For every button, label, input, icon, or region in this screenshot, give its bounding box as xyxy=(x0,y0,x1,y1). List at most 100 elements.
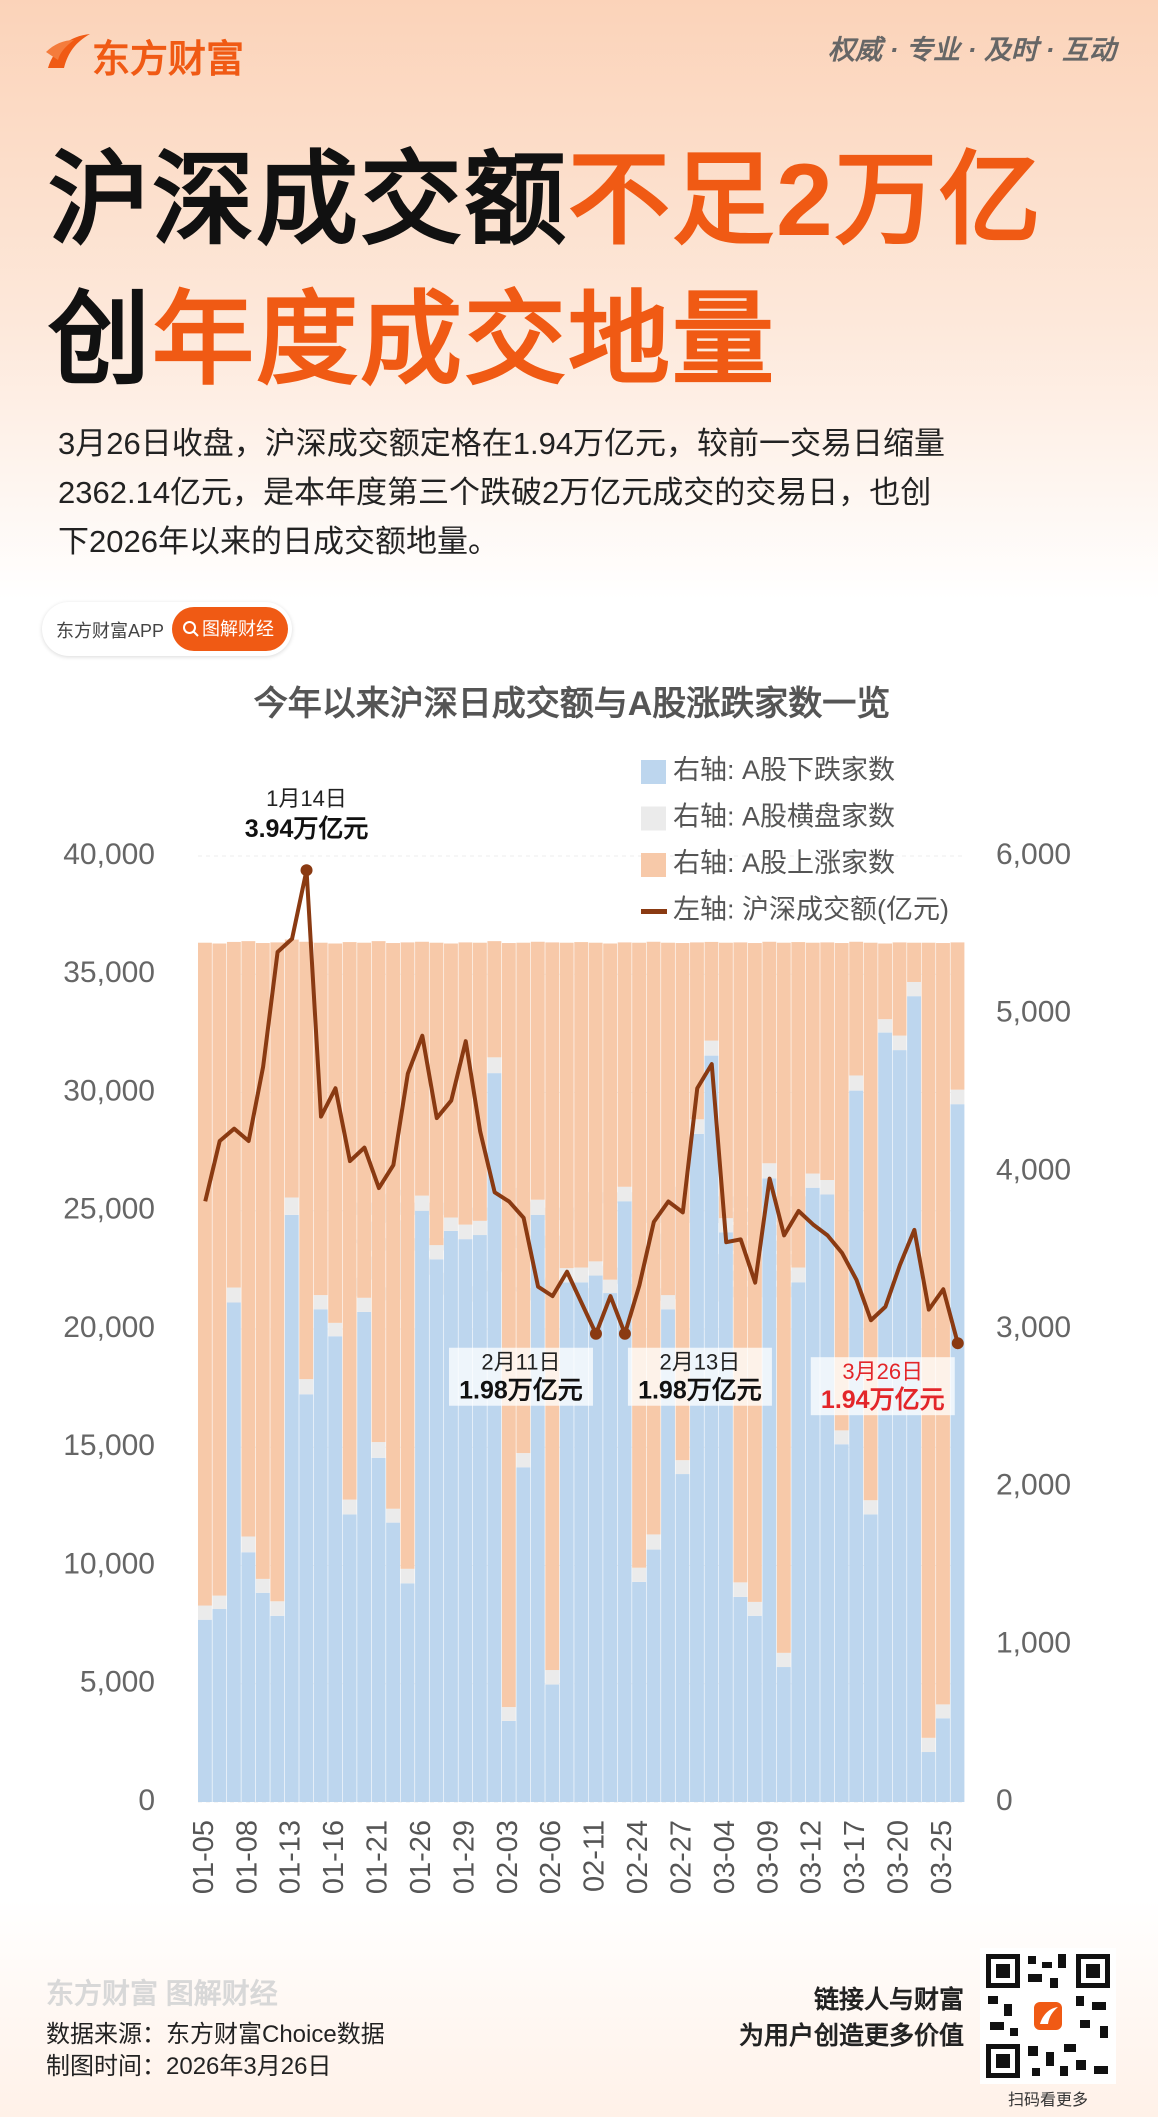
line-point xyxy=(618,1327,631,1340)
bar-segment xyxy=(704,1055,719,1802)
bar-segment xyxy=(632,1567,647,1582)
tagline: 为用户创造更多价值 xyxy=(738,2022,964,2050)
bar-segment xyxy=(661,1295,675,1310)
bar-segment xyxy=(400,1583,415,1802)
slogan: 权威 · 专业 · 及时 · 互动 xyxy=(828,35,1116,65)
bar-segment xyxy=(690,1133,704,1802)
bar-segment xyxy=(834,1430,849,1445)
bar-segment xyxy=(617,1186,632,1202)
bar-segment xyxy=(747,1601,762,1616)
x-tick-label: 01-16 xyxy=(318,1820,350,1894)
bar-segment xyxy=(776,1652,791,1668)
annotation-date: 1月14日 xyxy=(266,786,347,811)
bar-segment xyxy=(429,1245,444,1260)
bar-segment xyxy=(400,942,415,1569)
headline-part: 沪深成交额 xyxy=(48,143,568,257)
x-tick-label: 01-21 xyxy=(362,1820,394,1894)
bar-segment xyxy=(849,1075,864,1091)
bar-segment xyxy=(313,1309,328,1802)
bar-segment xyxy=(820,1180,835,1195)
bar-segment xyxy=(371,1442,386,1458)
search-icon xyxy=(183,621,199,637)
bar-segment xyxy=(820,1194,835,1802)
bar-segment xyxy=(501,943,516,1708)
bar-segment xyxy=(733,1582,748,1597)
bar-segment xyxy=(444,1230,458,1802)
y2-tick-label: 2,000 xyxy=(996,1469,1071,1502)
bar-segment xyxy=(834,1444,849,1802)
bar-segment xyxy=(530,1214,545,1802)
x-tick-label: 03-25 xyxy=(926,1820,958,1894)
bar-segment xyxy=(270,942,285,1602)
bar-segment xyxy=(805,1173,820,1188)
chart-title: 今年以来沪深日成交额与A股涨跌家数一览 xyxy=(254,684,891,723)
y2-tick-label: 5,000 xyxy=(996,996,1071,1029)
y-tick-label: 5,000 xyxy=(80,1666,155,1699)
bar-segment xyxy=(675,1460,690,1475)
source: 数据来源：东方财富Choice数据 xyxy=(46,2021,385,2048)
bar-segment xyxy=(805,1187,820,1802)
legend-label: 右轴: A股下跌家数 xyxy=(673,755,895,785)
bar-segment xyxy=(429,1259,444,1802)
footer-watermark: 东方财富 图解财经 xyxy=(46,1978,278,2009)
legend-label: 右轴: A股上涨家数 xyxy=(673,848,895,878)
bar-segment xyxy=(545,1670,560,1685)
qr-code[interactable] xyxy=(980,1948,1116,2084)
bar-segment xyxy=(718,942,733,1219)
bar-segment xyxy=(617,1201,632,1802)
bar-segment xyxy=(791,942,806,1268)
bar-segment xyxy=(226,1302,241,1802)
bar-segment xyxy=(762,1178,777,1802)
tagline: 链接人与财富 xyxy=(813,1986,964,2014)
annotation-date: 3月26日 xyxy=(842,1359,923,1384)
legend-swatch xyxy=(641,853,666,877)
x-tick-label: 01-26 xyxy=(405,1820,437,1894)
y2-tick-label: 6,000 xyxy=(996,838,1071,871)
bar-segment xyxy=(878,1032,893,1802)
headline-line: 沪深成交额不足2万亿 xyxy=(48,118,1043,265)
bar-segment xyxy=(632,1581,647,1802)
bar-segment xyxy=(559,1282,574,1802)
app-button[interactable]: 图解财经 xyxy=(172,607,288,651)
x-tick-label: 03-04 xyxy=(709,1820,741,1894)
bar-segment xyxy=(429,942,444,1246)
bar-segment xyxy=(458,942,473,1225)
line-series xyxy=(203,868,960,1344)
bar-segment xyxy=(516,942,531,1454)
bar-segment xyxy=(878,1019,893,1033)
bar-segment xyxy=(198,1605,212,1620)
x-tick-label: 02-06 xyxy=(535,1820,567,1894)
bar-segment xyxy=(863,1514,878,1802)
y-tick-label: 40,000 xyxy=(63,838,155,871)
summary-line: 3月26日收盘，沪深成交额定格在1.94万亿元，较前一交易日缩量 xyxy=(58,426,946,461)
app-label: 东方财富APP xyxy=(56,621,165,641)
y-tick-label: 35,000 xyxy=(63,956,155,989)
bar-segment xyxy=(936,1718,950,1802)
bar-segment xyxy=(690,942,704,1120)
bar-segment xyxy=(516,1453,531,1468)
bar-segment xyxy=(776,1667,791,1802)
bar-segment xyxy=(762,1163,777,1179)
bar-segment xyxy=(545,942,560,1671)
bar-segment xyxy=(212,1595,227,1610)
y2-tick-label: 0 xyxy=(996,1784,1013,1817)
bar-segment xyxy=(342,1514,357,1802)
bar-segment xyxy=(791,1282,806,1802)
x-tick-label: 02-27 xyxy=(665,1820,697,1894)
bar-segment xyxy=(747,1615,762,1802)
bar-segment xyxy=(299,1394,314,1802)
bar-segment xyxy=(212,943,227,1596)
bar-segment xyxy=(284,1197,299,1215)
x-tick-label: 01-08 xyxy=(231,1820,263,1894)
y-tick-label: 15,000 xyxy=(63,1429,155,1462)
legend-label: 左轴: 沪深成交额(亿元) xyxy=(673,895,949,925)
bar-segment xyxy=(661,1309,675,1802)
bar-segment xyxy=(284,939,299,1198)
headline-part: 不足2万亿 xyxy=(568,143,1043,257)
bar-segment xyxy=(892,942,907,1036)
bar-segment xyxy=(198,942,212,1606)
annotation-box xyxy=(448,1347,593,1406)
annotation-label: 1.94万亿元 xyxy=(821,1386,945,1414)
bar-segment xyxy=(212,1609,227,1802)
